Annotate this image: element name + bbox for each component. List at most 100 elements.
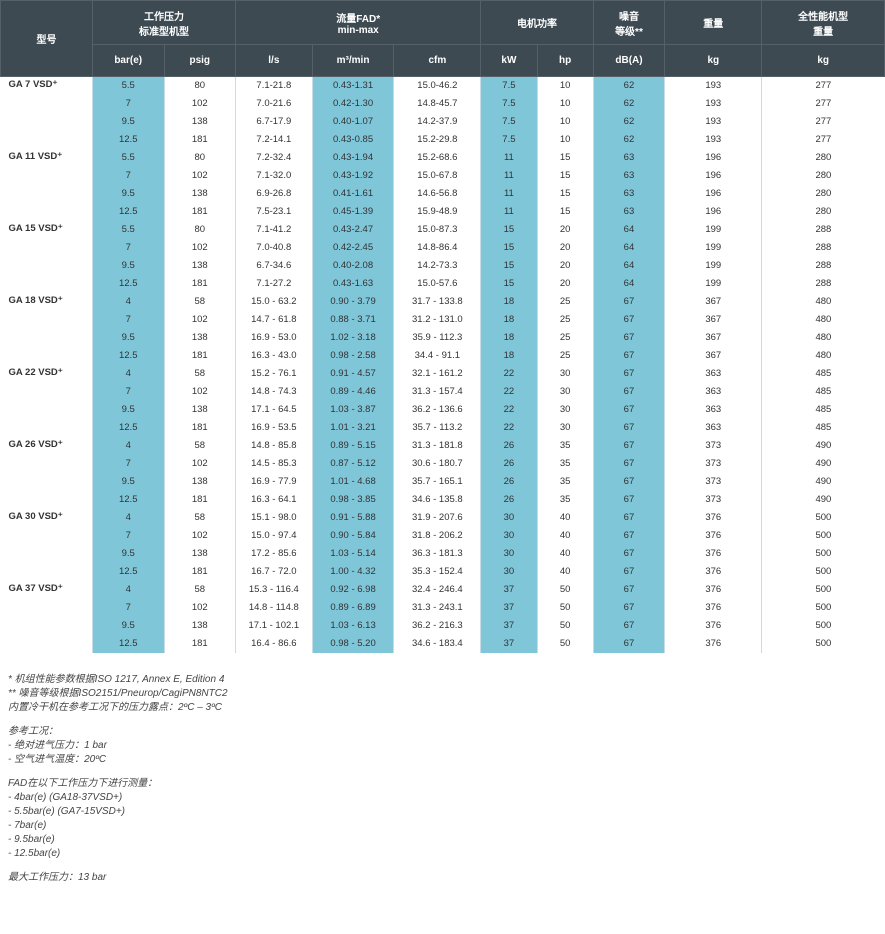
data-cell: 14.8 - 74.3 — [236, 383, 313, 401]
model-cell: GA 15 VSD⁺ — [1, 221, 93, 293]
data-cell: 31.2 - 131.0 — [394, 311, 481, 329]
fn-ref1: - 绝对进气压力：1 bar — [8, 740, 107, 751]
data-cell: 14.8 - 114.8 — [236, 599, 313, 617]
data-cell: 37 — [481, 617, 537, 635]
data-cell: 363 — [665, 401, 762, 419]
data-cell: 14.8-45.7 — [394, 95, 481, 113]
data-cell: 11 — [481, 167, 537, 185]
data-cell: 31.9 - 207.6 — [394, 509, 481, 527]
data-cell: 12.5 — [92, 419, 164, 437]
data-cell: 363 — [665, 365, 762, 383]
data-cell: 7 — [92, 311, 164, 329]
data-cell: 37 — [481, 599, 537, 617]
data-cell: 64 — [593, 257, 665, 275]
data-cell: 35 — [537, 455, 593, 473]
data-cell: 199 — [665, 275, 762, 293]
data-cell: 7.2-14.1 — [236, 131, 313, 149]
data-cell: 7.5 — [481, 113, 537, 131]
data-cell: 7 — [92, 527, 164, 545]
data-cell: 20 — [537, 221, 593, 239]
data-cell: 7 — [92, 167, 164, 185]
hdr-dba: dB(A) — [593, 45, 665, 77]
spec-table: 型号 工作压力标准型机型 流量FAD*min-max 电机功率 噪音等级** 重… — [0, 0, 885, 653]
data-cell: 31.3 - 243.1 — [394, 599, 481, 617]
data-cell: 10 — [537, 95, 593, 113]
data-cell: 138 — [164, 545, 236, 563]
data-cell: 12.5 — [92, 635, 164, 653]
data-cell: 26 — [481, 437, 537, 455]
data-cell: 26 — [481, 455, 537, 473]
data-cell: 0.90 - 5.84 — [312, 527, 394, 545]
data-cell: 9.5 — [92, 113, 164, 131]
data-cell: 199 — [665, 257, 762, 275]
data-cell: 67 — [593, 509, 665, 527]
data-cell: 7.1-21.8 — [236, 77, 313, 95]
data-cell: 490 — [762, 455, 885, 473]
data-cell: 485 — [762, 365, 885, 383]
data-cell: 0.92 - 6.98 — [312, 581, 394, 599]
data-cell: 20 — [537, 275, 593, 293]
fn-fad3: - 7bar(e) — [8, 820, 46, 831]
data-cell: 25 — [537, 293, 593, 311]
data-cell: 102 — [164, 167, 236, 185]
data-cell: 9.5 — [92, 545, 164, 563]
hdr-full-weight: 全性能机型重量 — [762, 1, 885, 45]
data-cell: 15 — [481, 275, 537, 293]
data-cell: 50 — [537, 581, 593, 599]
data-cell: 35 — [537, 491, 593, 509]
data-cell: 500 — [762, 635, 885, 653]
hdr-cfm: cfm — [394, 45, 481, 77]
data-cell: 35.7 - 113.2 — [394, 419, 481, 437]
fn-fad-title: FAD在以下工作压力下进行测量： — [8, 778, 157, 789]
data-cell: 30.6 - 180.7 — [394, 455, 481, 473]
data-cell: 0.91 - 5.88 — [312, 509, 394, 527]
data-cell: 9.5 — [92, 329, 164, 347]
data-cell: 181 — [164, 275, 236, 293]
model-cell: GA 26 VSD⁺ — [1, 437, 93, 509]
data-cell: 31.8 - 206.2 — [394, 527, 481, 545]
data-cell: 181 — [164, 131, 236, 149]
data-cell: 102 — [164, 599, 236, 617]
hdr-fad: 流量FAD*min-max — [236, 1, 481, 45]
data-cell: 4 — [92, 437, 164, 455]
data-cell: 367 — [665, 311, 762, 329]
data-cell: 193 — [665, 95, 762, 113]
data-cell: 26 — [481, 491, 537, 509]
data-cell: 14.5 - 85.3 — [236, 455, 313, 473]
data-cell: 63 — [593, 185, 665, 203]
model-cell: GA 37 VSD⁺ — [1, 581, 93, 653]
data-cell: 196 — [665, 167, 762, 185]
data-cell: 7.5 — [481, 95, 537, 113]
data-cell: 15 — [537, 167, 593, 185]
data-cell: 30 — [481, 545, 537, 563]
data-cell: 0.42-2.45 — [312, 239, 394, 257]
data-cell: 500 — [762, 599, 885, 617]
data-cell: 0.45-1.39 — [312, 203, 394, 221]
data-cell: 367 — [665, 293, 762, 311]
data-cell: 367 — [665, 347, 762, 365]
data-cell: 63 — [593, 167, 665, 185]
data-cell: 9.5 — [92, 185, 164, 203]
data-cell: 277 — [762, 77, 885, 95]
data-cell: 58 — [164, 293, 236, 311]
data-cell: 14.8 - 85.8 — [236, 437, 313, 455]
data-cell: 15 — [481, 239, 537, 257]
data-cell: 288 — [762, 275, 885, 293]
data-cell: 500 — [762, 581, 885, 599]
data-cell: 7 — [92, 95, 164, 113]
data-cell: 64 — [593, 275, 665, 293]
data-cell: 36.2 - 216.3 — [394, 617, 481, 635]
data-cell: 7.1-41.2 — [236, 221, 313, 239]
data-cell: 62 — [593, 77, 665, 95]
data-cell: 480 — [762, 311, 885, 329]
data-cell: 14.2-73.3 — [394, 257, 481, 275]
data-cell: 5.5 — [92, 77, 164, 95]
data-cell: 67 — [593, 293, 665, 311]
data-cell: 277 — [762, 131, 885, 149]
data-cell: 7 — [92, 599, 164, 617]
data-cell: 367 — [665, 329, 762, 347]
data-cell: 480 — [762, 347, 885, 365]
data-cell: 50 — [537, 635, 593, 653]
data-cell: 480 — [762, 293, 885, 311]
data-cell: 20 — [537, 257, 593, 275]
